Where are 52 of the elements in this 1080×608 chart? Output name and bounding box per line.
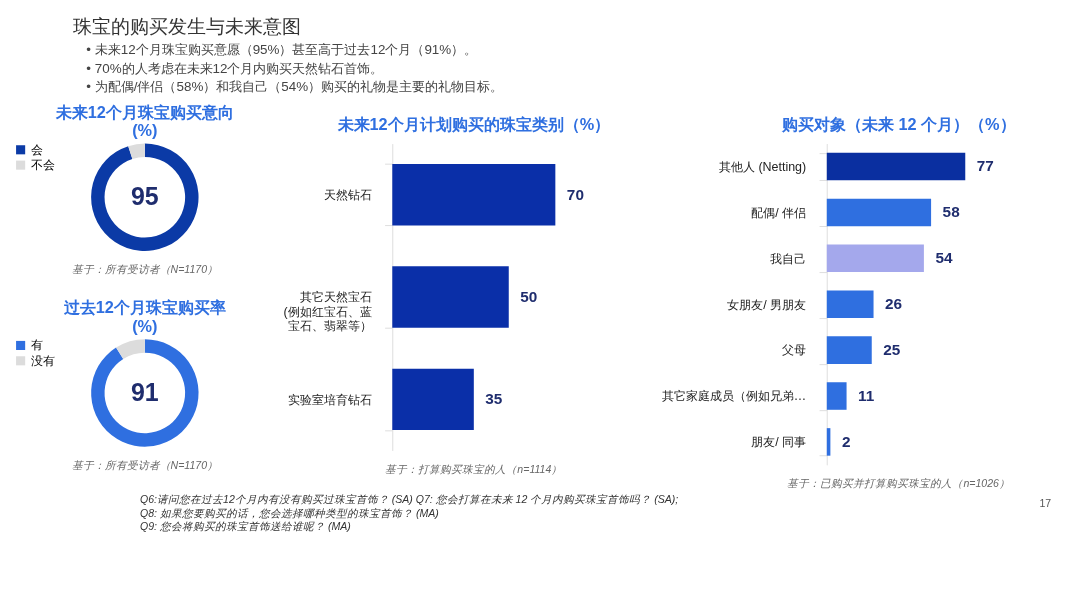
data-label: 25 xyxy=(883,340,901,358)
y-tick-label: 其它家庭成员（例如兄弟… xyxy=(661,389,807,404)
bar xyxy=(826,290,874,318)
chart-title: 购买对象（未来 12 个月）（%） xyxy=(780,115,1016,135)
y-tick-label: 我自己 xyxy=(770,251,807,266)
text: 珠宝的购买发生与未来意图 xyxy=(72,16,301,38)
y-tick-label: 实验室培育钻石 xyxy=(287,392,372,407)
data-label: 70 xyxy=(566,185,584,203)
bar xyxy=(826,382,847,410)
data-label: 91 xyxy=(130,377,159,406)
text: 基于：所有受访者（N=1170） xyxy=(71,458,219,471)
data-label: 11 xyxy=(858,386,875,404)
chart-title: 未来12个月计划购买的珠宝类别（%） xyxy=(336,115,611,135)
text: 基于：所有受访者（N=1170） xyxy=(71,263,219,276)
bar xyxy=(826,244,924,273)
y-tick-label: 配偶/ 伴侣 xyxy=(751,205,807,220)
chart-title: 过去12个月珠宝购买率(%) xyxy=(62,298,226,335)
bar xyxy=(826,336,872,364)
bar xyxy=(826,198,932,227)
data-label: 50 xyxy=(520,287,538,305)
data-label: 54 xyxy=(935,249,953,267)
y-tick-label: 其它天然宝石(例如红宝石、蓝宝石、翡翠等） xyxy=(283,290,372,334)
legend-label: 会 xyxy=(30,142,43,157)
donut-slice xyxy=(91,143,199,251)
text: Q8: 如果您要购买的话，您会选择哪种类型的珠宝首饰？ (MA) xyxy=(140,506,439,519)
data-label: 95 xyxy=(130,181,159,210)
y-tick-label: 女朋友/ 男朋友 xyxy=(727,297,807,312)
legend-label: 有 xyxy=(30,338,43,353)
text: • 为配偶/伴侣（58%）和我自己（54%）购买的礼物是主要的礼物目标。 xyxy=(86,78,504,94)
text: Q9: 您会将购买的珠宝首饰送给谁呢？ (MA) xyxy=(140,520,351,533)
text: 基于：打算购买珠宝的人（n=1114） xyxy=(385,462,563,475)
legend-label: 没有 xyxy=(30,353,55,368)
donut-slice xyxy=(91,339,199,447)
text: Q6:请问您在过去12个月内有没有购买过珠宝首饰？ (SA) Q7: 您会打算在未来 12 个月内购买珠宝首饰吗？ (SA); xyxy=(140,493,679,506)
y-tick-label: 天然钻石 xyxy=(323,188,372,203)
legend-label: 不会 xyxy=(30,157,55,172)
y-tick-label: 朋友/ 同事 xyxy=(751,435,807,450)
text: • 70%的人考虑在未来12个月内购买天然钻石首饰。 xyxy=(86,60,384,76)
y-tick-label: 其他人 (Netting) xyxy=(718,159,807,174)
data-label: 58 xyxy=(942,203,961,221)
text: • 未来12个月珠宝购买意愿（95%）甚至高于过去12个月（91%）。 xyxy=(86,42,478,58)
y-tick-label: 父母 xyxy=(782,343,807,358)
donut-slice xyxy=(128,143,145,159)
data-label: 35 xyxy=(485,390,503,408)
text: 17 xyxy=(1039,497,1052,510)
data-label: 26 xyxy=(885,295,903,313)
data-label: 77 xyxy=(976,157,994,175)
chart-title: 未来12个月珠宝购买意向(%) xyxy=(54,102,234,139)
donut-slice xyxy=(116,339,145,359)
text: 基于：已购买并打算购买珠宝的人（n=1026） xyxy=(787,476,1010,489)
bar xyxy=(826,152,966,181)
data-label: 2 xyxy=(841,432,851,450)
